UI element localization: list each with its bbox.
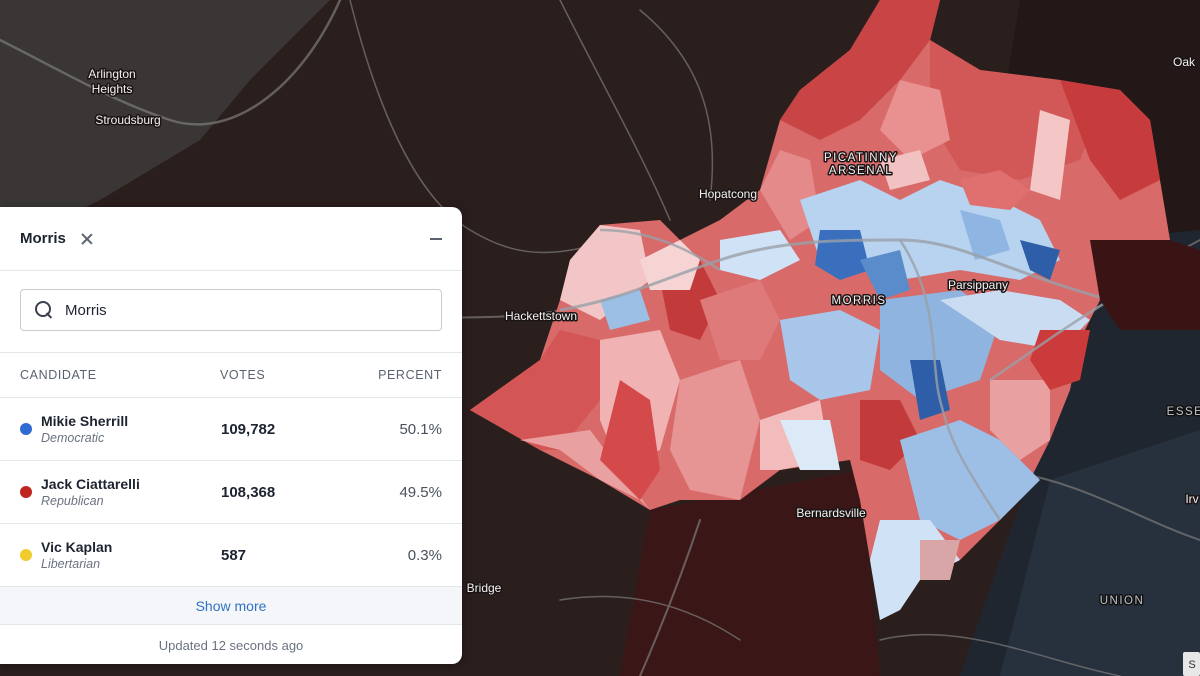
candidate-votes: 109,782 <box>221 421 341 438</box>
place-label-irv: Irv <box>1185 492 1198 506</box>
column-header-votes: VOTES <box>220 368 340 382</box>
candidate-row[interactable]: Vic Kaplan Libertarian 587 0.3% <box>0 524 462 587</box>
party-color-dot <box>20 423 32 435</box>
candidate-info: Jack Ciattarelli Republican <box>41 476 221 509</box>
candidate-percent: 49.5% <box>341 484 442 501</box>
search-section <box>0 271 462 353</box>
candidate-name: Vic Kaplan <box>41 539 221 556</box>
panel-title: Morris <box>20 230 66 247</box>
candidate-party: Libertarian <box>41 556 221 572</box>
place-label-picatinny: PICATINNY <box>824 152 898 164</box>
place-label-arsenal: ARSENAL <box>829 165 893 177</box>
place-label-bernardsville: Bernardsville <box>796 506 866 520</box>
place-label-oak: Oak <box>1173 55 1196 69</box>
column-header-percent: PERCENT <box>340 368 442 382</box>
candidate-party: Republican <box>41 493 221 509</box>
search-input[interactable] <box>65 302 427 319</box>
close-icon[interactable] <box>80 232 94 246</box>
candidate-name: Jack Ciattarelli <box>41 476 221 493</box>
party-color-dot <box>20 486 32 498</box>
candidate-votes: 587 <box>221 547 341 564</box>
search-icon <box>35 301 53 319</box>
place-label-heights: Heights <box>92 82 133 96</box>
county-label-morris: MORRIS <box>832 295 887 307</box>
candidate-party: Democratic <box>41 430 221 446</box>
place-label-stroudsburg: Stroudsburg <box>95 113 160 127</box>
place-label-parsippany: Parsippany <box>948 278 1008 292</box>
minimize-icon[interactable] <box>430 238 442 240</box>
candidate-percent: 50.1% <box>341 421 442 438</box>
county-label-union: UNION <box>1100 595 1145 607</box>
candidate-info: Mikie Sherrill Democratic <box>41 413 221 446</box>
county-label-essex: ESSE <box>1167 406 1200 418</box>
place-label-hopatcong: Hopatcong <box>699 187 757 201</box>
results-panel: Morris CANDIDATE VOTES PERCENT Mikie She… <box>0 207 462 664</box>
panel-header: Morris <box>0 207 462 271</box>
candidate-row[interactable]: Jack Ciattarelli Republican 108,368 49.5… <box>0 461 462 524</box>
show-more-button[interactable]: Show more <box>0 587 462 625</box>
column-header-candidate: CANDIDATE <box>20 368 220 382</box>
updated-timestamp: Updated 12 seconds ago <box>0 625 462 664</box>
candidate-name: Mikie Sherrill <box>41 413 221 430</box>
place-label-hackettstown: Hackettstown <box>505 309 577 323</box>
candidate-row[interactable]: Mikie Sherrill Democratic 109,782 50.1% <box>0 398 462 461</box>
search-box[interactable] <box>20 289 442 331</box>
place-label-bridge: Bridge <box>467 581 502 595</box>
candidate-info: Vic Kaplan Libertarian <box>41 539 221 572</box>
map-corner-control-label: S <box>1188 659 1195 671</box>
party-color-dot <box>20 549 32 561</box>
results-table-header: CANDIDATE VOTES PERCENT <box>0 353 462 398</box>
candidate-percent: 0.3% <box>341 547 442 564</box>
place-label-arlington: Arlington <box>88 67 135 81</box>
candidate-votes: 108,368 <box>221 484 341 501</box>
